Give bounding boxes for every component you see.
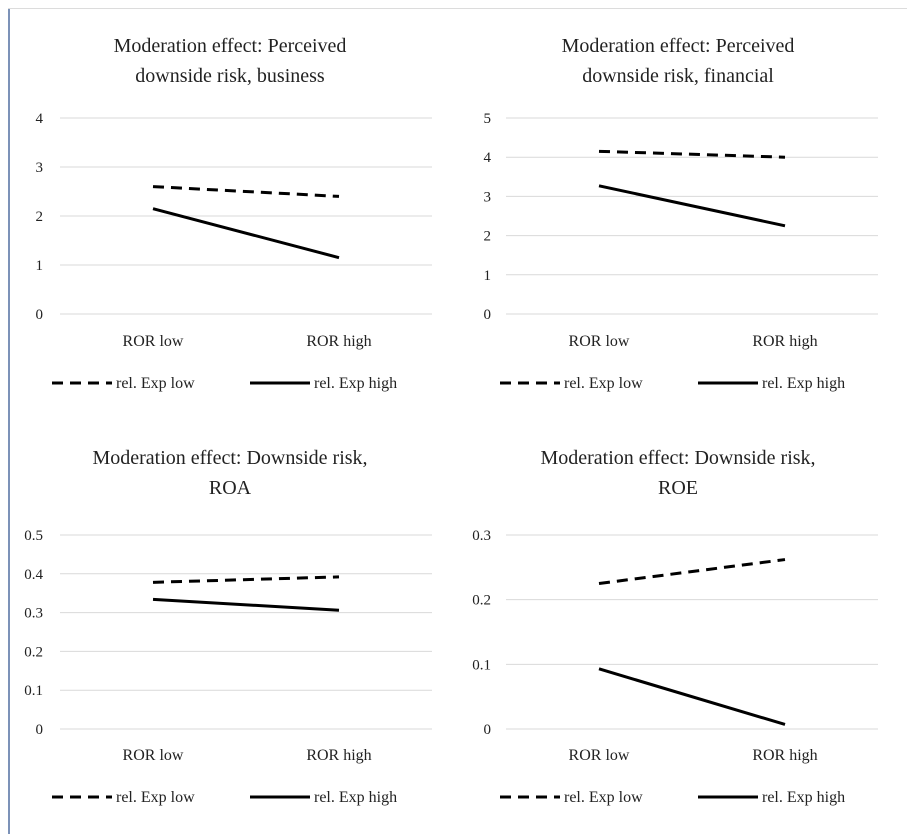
legend-label: rel. Exp high bbox=[314, 375, 397, 392]
chart-downside-risk-roa: Moderation effect: Downside risk, ROA 0 0.1… bbox=[24, 447, 432, 806]
y-tick-label: 2 bbox=[36, 209, 44, 225]
chart-downside-risk-roe: Moderation effect: Downside risk, ROE 0 0.1… bbox=[472, 447, 878, 806]
y-tick-label: 0 bbox=[484, 722, 492, 738]
series-line-rel-exp-high bbox=[152, 207, 340, 260]
chart-perceived-downside-risk-business: Moderation effect: Perceived downside ris… bbox=[36, 35, 432, 392]
y-tick-label: 0 bbox=[36, 722, 44, 738]
y-tick-label: 3 bbox=[484, 189, 492, 205]
y-tick-label: 0.3 bbox=[24, 606, 43, 622]
series-line-rel-exp-low bbox=[152, 185, 340, 198]
y-tick-label: 0.1 bbox=[472, 657, 491, 673]
legend-label: rel. Exp high bbox=[762, 789, 845, 806]
y-tick-label: 4 bbox=[484, 150, 492, 166]
x-tick-label: ROR low bbox=[569, 333, 630, 350]
series-line-rel-exp-low bbox=[598, 558, 786, 585]
legend-label: rel. Exp low bbox=[564, 375, 643, 392]
x-tick-label: ROR high bbox=[752, 333, 817, 350]
y-tick-label: 0.3 bbox=[472, 528, 491, 544]
y-tick-label: 0.5 bbox=[24, 528, 43, 544]
y-tick-label: 5 bbox=[484, 111, 492, 127]
y-tick-label: 3 bbox=[36, 160, 44, 176]
chart-title-line: downside risk, financial bbox=[582, 65, 774, 87]
y-tick-label: 0.2 bbox=[24, 644, 43, 660]
legend-label: rel. Exp low bbox=[564, 789, 643, 806]
x-tick-label: ROR high bbox=[306, 747, 371, 764]
page-top-border bbox=[8, 8, 907, 9]
y-tick-label: 4 bbox=[36, 111, 44, 127]
legend-label: rel. Exp low bbox=[116, 789, 195, 806]
x-tick-label: ROR high bbox=[752, 747, 817, 764]
chart-title-line: Moderation effect: Perceived bbox=[114, 35, 347, 57]
y-tick-label: 0 bbox=[36, 307, 44, 323]
chart-title-line: ROA bbox=[209, 477, 252, 499]
series-line-rel-exp-high bbox=[152, 597, 340, 612]
chart-title-line: Moderation effect: Perceived bbox=[562, 35, 795, 57]
x-tick-label: ROR low bbox=[569, 747, 630, 764]
chart-perceived-downside-risk-financial: Moderation effect: Perceived downside ris… bbox=[484, 35, 878, 392]
y-tick-label: 1 bbox=[484, 268, 492, 284]
x-tick-label: ROR low bbox=[123, 747, 184, 764]
y-tick-label: 0.4 bbox=[24, 567, 43, 583]
chart-title-line: ROE bbox=[658, 477, 698, 499]
y-tick-label: 0 bbox=[484, 307, 492, 323]
page-left-border bbox=[8, 8, 10, 834]
series-line-rel-exp-high bbox=[598, 184, 786, 228]
series-line-rel-exp-low bbox=[152, 575, 340, 584]
legend-label: rel. Exp low bbox=[116, 375, 195, 392]
chart-title-line: Moderation effect: Downside risk, bbox=[540, 447, 815, 469]
y-tick-label: 0.1 bbox=[24, 683, 43, 699]
series-line-rel-exp-low bbox=[598, 149, 786, 159]
x-tick-label: ROR low bbox=[123, 333, 184, 350]
y-tick-label: 2 bbox=[484, 229, 492, 245]
y-tick-label: 1 bbox=[36, 258, 44, 274]
y-tick-label: 0.2 bbox=[472, 593, 491, 609]
series-line-rel-exp-high bbox=[598, 667, 786, 726]
chart-title-line: Moderation effect: Downside risk, bbox=[92, 447, 367, 469]
legend-label: rel. Exp high bbox=[762, 375, 845, 392]
x-tick-label: ROR high bbox=[306, 333, 371, 350]
legend-label: rel. Exp high bbox=[314, 789, 397, 806]
chart-title-line: downside risk, business bbox=[135, 65, 325, 87]
